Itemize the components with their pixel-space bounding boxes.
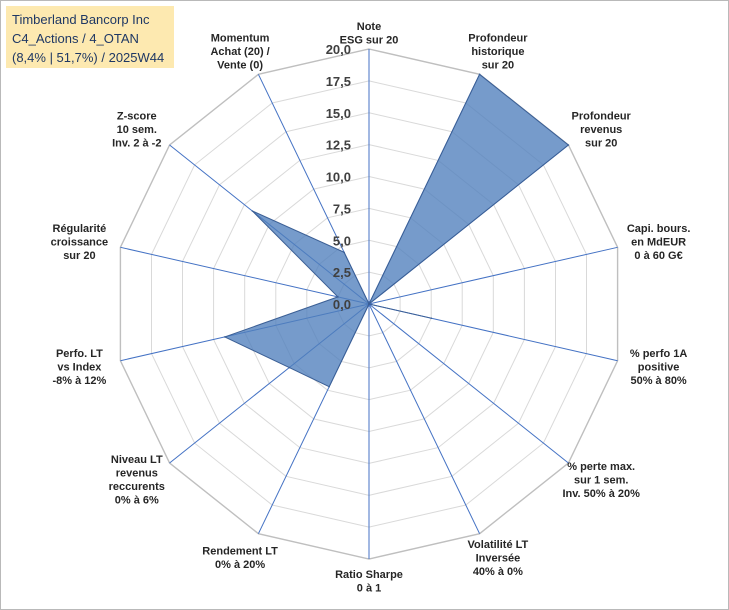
axis-label-11-line-1: croissance: [51, 237, 108, 249]
axis-label-11: Régularité croissance sur 20: [51, 223, 108, 262]
axis-label-0: Note ESG sur 20: [340, 21, 399, 47]
axis-label-4-line-2: 50% à 80%: [630, 375, 686, 387]
axis-label-2-line-1: revenus: [580, 124, 622, 136]
tick-label-4: 10,0: [326, 170, 351, 185]
axis-label-9-line-0: Niveau LT: [111, 454, 163, 466]
axis-label-1-line-2: sur 20: [482, 59, 514, 71]
tick-label-7: 17,5: [326, 74, 351, 89]
chart-title-box: Timberland Bancorp Inc C4_Actions / 4_OT…: [6, 6, 174, 68]
data-point-12: [251, 210, 254, 212]
axis-label-9-line-1: revenus: [116, 468, 158, 480]
axis-label-5-line-0: % perte max.: [567, 461, 635, 473]
axis-label-5-line-1: sur 1 sem.: [574, 474, 628, 486]
data-series-area: [223, 73, 570, 388]
axis-label-0-line-1: ESG sur 20: [340, 34, 399, 46]
axis-spoke-6: [368, 303, 481, 534]
axis-spoke-3: [368, 246, 618, 305]
axis-label-4-line-0: % perfo 1A: [630, 348, 688, 360]
axis-label-13: Momentum Achat (20) / Vente (0): [210, 32, 269, 71]
axis-label-6-line-0: Volatilité LT: [468, 539, 529, 551]
axis-label-3-line-2: 0 à 60 G€: [634, 250, 682, 262]
axis-label-11-line-0: Régularité: [53, 223, 107, 235]
axis-label-1: Profondeur historique sur 20: [468, 32, 528, 71]
axis-label-12-line-1: 10 sem.: [117, 124, 157, 136]
axis-spoke-11: [120, 246, 370, 305]
axis-label-6: Volatilité LT Inversée 40% à 0%: [468, 539, 529, 578]
axis-label-11-line-2: sur 20: [63, 250, 95, 262]
axis-label-13-line-2: Vente (0): [217, 59, 263, 71]
title-company: Timberland Bancorp Inc: [12, 12, 150, 27]
axis-label-13-line-0: Momentum: [211, 32, 270, 44]
title-category: C4_Actions / 4_OTAN: [12, 31, 139, 46]
tick-label-2: 5,0: [333, 233, 351, 248]
axis-label-5-line-2: Inv. 50% à 20%: [562, 488, 640, 500]
axis-label-3-line-0: Capi. bours.: [627, 223, 691, 235]
data-point-13: [343, 251, 345, 254]
data-point-11: [337, 296, 339, 298]
axis-label-layer: Note ESG sur 20 Profondeur historique sur 20…: [51, 21, 691, 595]
axis-label-3: Capi. bours. en MdEUR 0 à 60 G€: [627, 223, 691, 262]
axis-label-7-line-1: 0 à 1: [357, 582, 381, 594]
series-layer: [223, 73, 570, 388]
axis-label-3-line-1: en MdEUR: [631, 237, 686, 249]
tick-label-8: 20,0: [326, 42, 351, 57]
axis-label-12-line-2: Inv. 2 à -2: [112, 137, 161, 149]
data-point-4: [430, 317, 433, 320]
axis-label-2-line-2: sur 20: [585, 137, 617, 149]
axis-label-2-line-0: Profondeur: [572, 110, 632, 122]
axis-label-12-line-0: Z-score: [117, 110, 157, 122]
axis-label-4-line-1: positive: [638, 362, 680, 374]
data-point-2: [567, 144, 570, 146]
axis-label-6-line-1: Inversée: [476, 552, 521, 564]
data-point-7: [368, 303, 370, 305]
axis-label-10: Perfo. LT vs Index -8% à 12%: [52, 348, 106, 387]
axis-label-7-line-0: Ratio Sharpe: [335, 569, 403, 581]
axis-label-7: Ratio Sharpe 0 à 1: [335, 569, 403, 595]
tick-label-1: 2,5: [333, 265, 351, 280]
axis-label-4: % perfo 1A positive 50% à 80%: [630, 348, 688, 387]
axis-label-8-line-0: Rendement LT: [202, 546, 278, 558]
title-stats: (8,4% | 51,7%) / 2025W44: [12, 50, 165, 65]
axis-spoke-5: [368, 303, 569, 464]
tick-label-layer: 0,0 2,5 5,0 7,5 10,0 12,5 15,0 17,5 20,0: [326, 42, 351, 312]
axis-label-8: Rendement LT 0% à 20%: [202, 546, 278, 572]
axis-label-10-line-0: Perfo. LT: [56, 348, 103, 360]
axis-label-2: Profondeur revenus sur 20: [572, 110, 632, 149]
axis-label-9-line-2: reccurents: [109, 481, 165, 493]
axis-label-13-line-1: Achat (20) /: [210, 46, 269, 58]
tick-label-5: 12,5: [326, 138, 351, 153]
axis-label-10-line-2: -8% à 12%: [52, 375, 106, 387]
data-point-1: [478, 73, 481, 76]
tick-label-0: 0,0: [333, 297, 351, 312]
axis-label-1-line-0: Profondeur: [468, 32, 528, 44]
axis-label-5: % perte max. sur 1 sem. Inv. 50% à 20%: [562, 461, 640, 500]
axis-label-8-line-1: 0% à 20%: [215, 559, 265, 571]
axis-label-12: Z-score 10 sem. Inv. 2 à -2: [112, 110, 161, 149]
axis-label-0-line-0: Note: [357, 21, 381, 33]
axis-label-1-line-1: historique: [471, 46, 524, 58]
data-point-9: [288, 366, 291, 369]
tick-label-6: 15,0: [326, 106, 351, 121]
axis-label-9-line-3: 0% à 6%: [115, 495, 159, 507]
data-point-8: [328, 385, 331, 388]
axis-label-9: Niveau LT revenus reccurents 0% à 6%: [109, 454, 165, 507]
axis-label-10-line-1: vs Index: [57, 362, 102, 374]
data-point-10: [224, 336, 226, 338]
axis-label-6-line-2: 40% à 0%: [473, 566, 523, 578]
tick-label-3: 7,5: [333, 201, 351, 216]
